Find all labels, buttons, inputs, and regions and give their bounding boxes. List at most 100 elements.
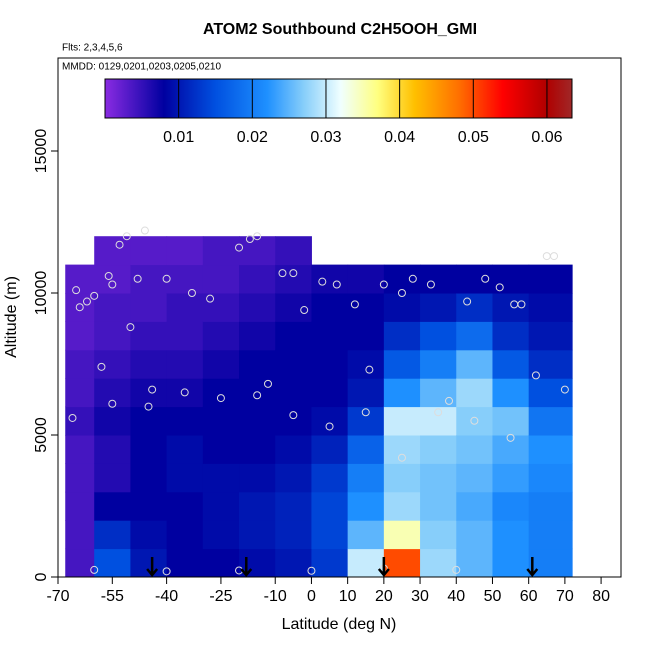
cell bbox=[239, 236, 276, 266]
sample-point bbox=[495, 283, 504, 292]
sample-point bbox=[318, 277, 327, 286]
cell bbox=[347, 491, 385, 521]
cell bbox=[130, 463, 168, 493]
cell bbox=[383, 293, 421, 322]
cell bbox=[239, 520, 276, 550]
cell bbox=[492, 491, 530, 521]
cell bbox=[94, 264, 131, 294]
cell bbox=[130, 321, 168, 351]
cell bbox=[166, 520, 204, 550]
cell bbox=[456, 264, 493, 294]
cell bbox=[383, 463, 421, 493]
sample-point bbox=[379, 280, 388, 289]
cell bbox=[166, 548, 204, 577]
sample-point bbox=[90, 291, 99, 300]
sample-point bbox=[350, 300, 359, 309]
cell bbox=[383, 520, 421, 550]
cell bbox=[94, 491, 131, 521]
x-tick-label: -55 bbox=[101, 588, 124, 605]
cell bbox=[130, 406, 168, 436]
flights-note: Flts: 2,3,4,5,6 bbox=[62, 43, 123, 54]
sample-point bbox=[397, 289, 406, 298]
cell bbox=[347, 378, 385, 408]
x-axis-label: Latitude (deg N) bbox=[282, 616, 397, 633]
cell bbox=[347, 520, 385, 550]
plot-frame bbox=[57, 57, 622, 578]
cell bbox=[528, 349, 573, 379]
sample-point bbox=[253, 391, 262, 400]
cell bbox=[420, 349, 457, 379]
cell bbox=[239, 321, 276, 351]
cell bbox=[383, 378, 421, 408]
cell bbox=[420, 264, 457, 294]
cell bbox=[65, 293, 95, 322]
cell bbox=[166, 378, 204, 408]
x-tick-label: -10 bbox=[264, 588, 287, 605]
cell bbox=[166, 435, 204, 464]
cell bbox=[420, 463, 457, 493]
x-tick-label: 20 bbox=[375, 588, 393, 605]
cell bbox=[311, 378, 349, 408]
cell bbox=[275, 520, 312, 550]
cell bbox=[456, 293, 493, 322]
cell bbox=[94, 435, 131, 464]
cell bbox=[65, 378, 95, 408]
cell bbox=[347, 264, 385, 294]
sample-point bbox=[470, 416, 479, 425]
dates-note: MMDD: 0129,0201,0203,0205,0210 bbox=[62, 62, 221, 73]
cell bbox=[166, 293, 204, 322]
cell bbox=[311, 548, 349, 577]
cell bbox=[94, 463, 131, 493]
x-tick-label: 30 bbox=[411, 588, 429, 605]
x-tick-label: 50 bbox=[484, 588, 502, 605]
y-tick-label: 15000 bbox=[33, 129, 50, 174]
cell bbox=[420, 435, 457, 464]
cell bbox=[528, 520, 573, 550]
sample-point bbox=[506, 433, 515, 442]
cell bbox=[65, 463, 95, 493]
cell bbox=[202, 293, 240, 322]
colorbar-tick-label: 0.02 bbox=[237, 129, 268, 146]
sample-point bbox=[75, 303, 84, 312]
cell bbox=[94, 378, 131, 408]
cell bbox=[456, 321, 493, 351]
x-tick-label: -40 bbox=[155, 588, 178, 605]
cell bbox=[420, 406, 457, 436]
cell bbox=[239, 491, 276, 521]
cell bbox=[166, 236, 204, 266]
sample-point bbox=[72, 286, 81, 295]
sample-point bbox=[245, 235, 254, 244]
flight-arrow bbox=[526, 557, 539, 577]
cell bbox=[275, 463, 312, 493]
cell bbox=[383, 548, 421, 577]
colorbar-tick-label: 0.06 bbox=[531, 129, 562, 146]
cell bbox=[130, 349, 168, 379]
cell bbox=[420, 378, 457, 408]
sample-point bbox=[235, 243, 244, 252]
cell bbox=[311, 406, 349, 436]
cell bbox=[275, 378, 312, 408]
cell bbox=[202, 435, 240, 464]
cell bbox=[275, 349, 312, 379]
y-tick-label: 0 bbox=[33, 572, 50, 581]
sample-point bbox=[104, 271, 113, 280]
cell bbox=[94, 406, 131, 436]
cell bbox=[166, 321, 204, 351]
cell bbox=[202, 321, 240, 351]
cell bbox=[275, 491, 312, 521]
cell bbox=[456, 378, 493, 408]
sample-point bbox=[560, 385, 569, 394]
sample-point bbox=[325, 422, 334, 431]
cell bbox=[492, 463, 530, 493]
cell bbox=[456, 463, 493, 493]
cell bbox=[94, 349, 131, 379]
colorbar-tick-label: 0.05 bbox=[458, 129, 489, 146]
cell bbox=[383, 321, 421, 351]
cell bbox=[420, 321, 457, 351]
cell bbox=[239, 264, 276, 294]
cell bbox=[65, 520, 95, 550]
cell bbox=[65, 435, 95, 464]
colorbar-tick-label: 0.04 bbox=[384, 129, 415, 146]
cell bbox=[275, 264, 312, 294]
y-axis-label: Altitude (m) bbox=[3, 276, 20, 358]
